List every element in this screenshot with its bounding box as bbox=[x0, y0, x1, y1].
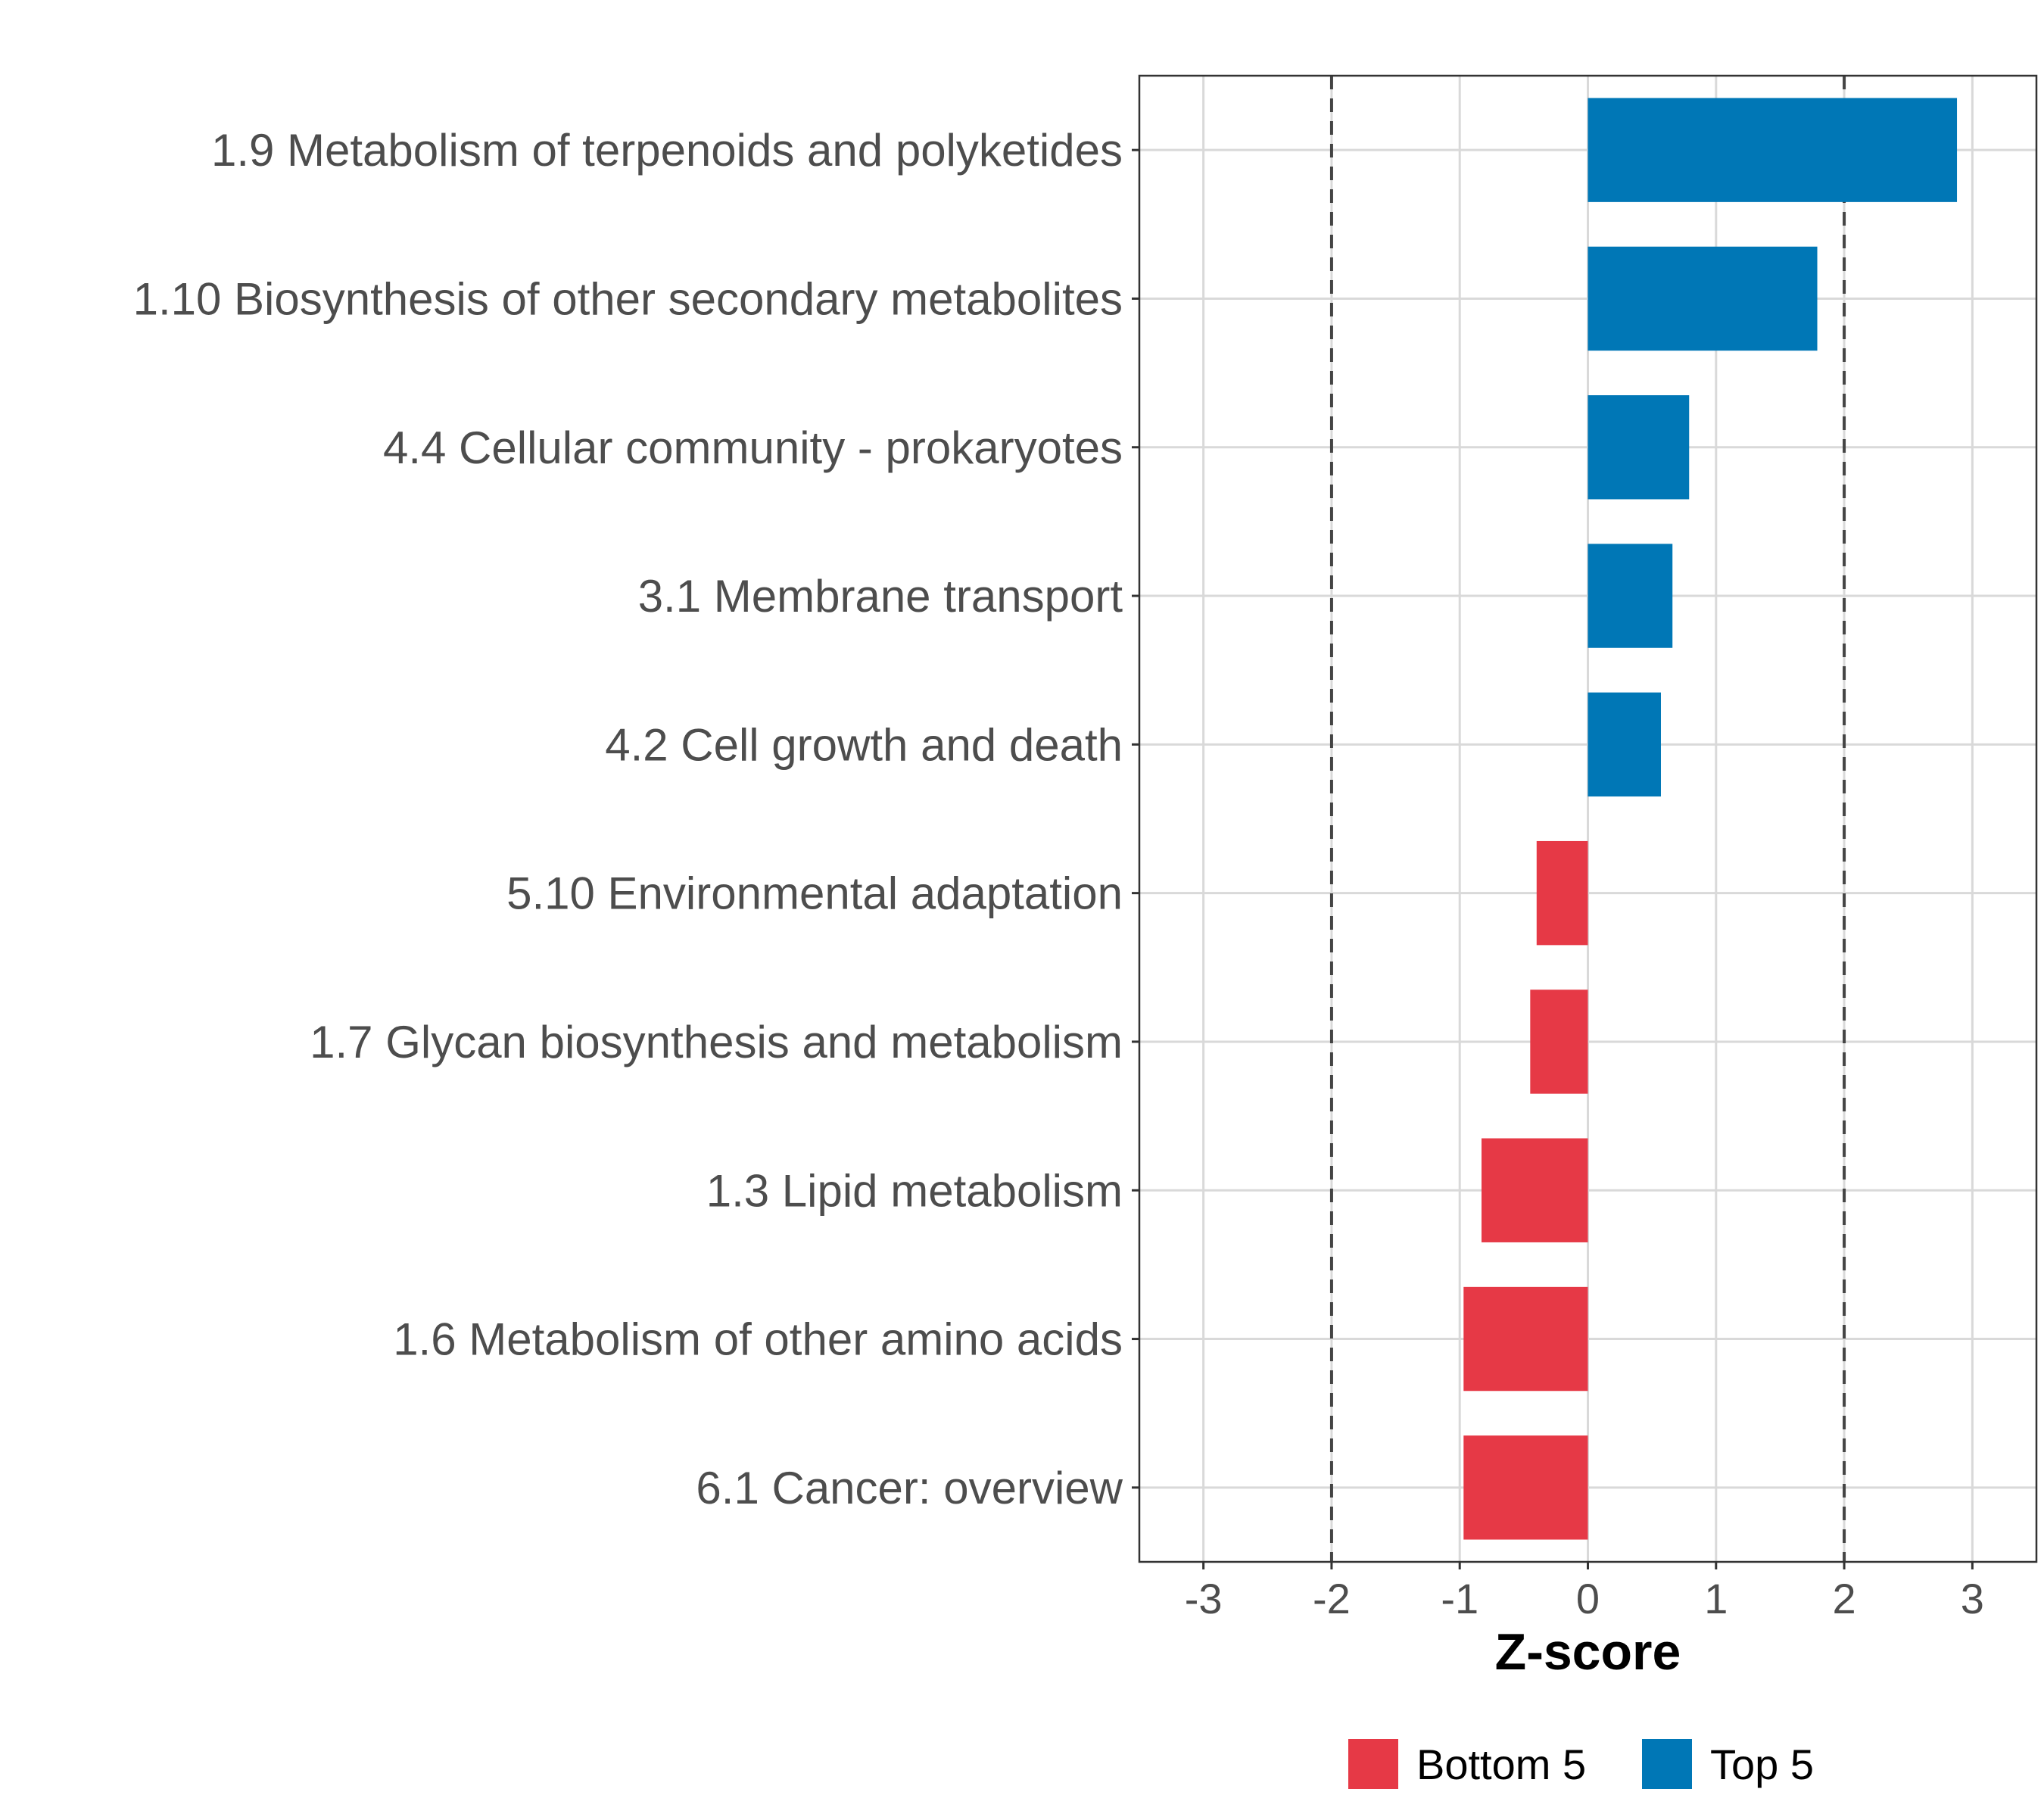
legend: Bottom 5 Top 5 bbox=[1348, 1739, 1814, 1789]
y-tick-label-1-7-glycan-biosynthesis-and-metabolism: 1.7 Glycan biosynthesis and metabolism bbox=[310, 1017, 1123, 1067]
legend-label: Top 5 bbox=[1710, 1741, 1814, 1788]
y-tick-label-6-1-cancer-overview: 6.1 Cancer: overview bbox=[696, 1463, 1123, 1513]
x-tick-label: 1 bbox=[1704, 1575, 1728, 1622]
legend-swatch bbox=[1642, 1739, 1692, 1789]
bar-4-2-cell-growth-and-death bbox=[1588, 692, 1661, 797]
bar-1-3-lipid-metabolism bbox=[1481, 1138, 1588, 1242]
bar-5-10-environmental-adaptation bbox=[1536, 840, 1588, 946]
x-tick-label: 3 bbox=[1961, 1575, 1984, 1622]
y-tick-label-4-4-cellular-community-prokaryotes: 4.4 Cellular community - prokaryotes bbox=[383, 422, 1123, 473]
x-axis-title: Z-score bbox=[1495, 1623, 1681, 1681]
y-tick-label-1-3-lipid-metabolism: 1.3 Lipid metabolism bbox=[706, 1165, 1123, 1216]
legend-label: Bottom 5 bbox=[1416, 1741, 1586, 1788]
x-tick-label: 0 bbox=[1576, 1575, 1600, 1622]
y-tick-label-1-9-metabolism-of-terpenoids-and-polyketides: 1.9 Metabolism of terpenoids and polyket… bbox=[211, 125, 1123, 176]
bar-6-1-cancer-overview bbox=[1463, 1435, 1588, 1540]
y-tick-label-1-6-metabolism-of-other-amino-acids: 1.6 Metabolism of other amino acids bbox=[393, 1314, 1123, 1365]
x-axis-ticks: -3 -2 -1 0 1 2 3 bbox=[1185, 1562, 1984, 1622]
x-tick-label: -2 bbox=[1313, 1575, 1351, 1622]
y-tick-label-4-2-cell-growth-and-death: 4.2 Cell growth and death bbox=[605, 719, 1123, 770]
legend-item-top-5: Top 5 bbox=[1642, 1739, 1814, 1789]
x-tick-label: -3 bbox=[1185, 1575, 1223, 1622]
legend-swatch bbox=[1348, 1739, 1398, 1789]
bar-1-7-glycan-biosynthesis-and-metabolism bbox=[1530, 990, 1588, 1094]
y-axis-ticks: 1.9 Metabolism of terpenoids and polyket… bbox=[133, 125, 1139, 1513]
bar-1-6-metabolism-of-other-amino-acids bbox=[1463, 1286, 1588, 1392]
x-tick-label: -1 bbox=[1441, 1575, 1478, 1622]
y-tick-label-3-1-membrane-transport: 3.1 Membrane transport bbox=[638, 571, 1123, 622]
bar-1-10-biosynthesis-of-other-secondary-metabolites bbox=[1588, 246, 1818, 351]
bar-4-4-cellular-community-prokaryotes bbox=[1588, 395, 1690, 500]
legend-item-bottom-5: Bottom 5 bbox=[1348, 1739, 1586, 1789]
bars bbox=[1463, 98, 1958, 1540]
bar-1-9-metabolism-of-terpenoids-and-polyketides bbox=[1588, 98, 1958, 202]
bar-3-1-membrane-transport bbox=[1588, 544, 1673, 648]
y-tick-label-1-10-biosynthesis-of-other-secondary-metabolites: 1.10 Biosynthesis of other secondary met… bbox=[133, 273, 1123, 324]
reference-lines bbox=[1329, 76, 1846, 1562]
x-tick-label: 2 bbox=[1832, 1575, 1855, 1622]
y-tick-label-5-10-environmental-adaptation: 5.10 Environmental adaptation bbox=[506, 868, 1123, 919]
